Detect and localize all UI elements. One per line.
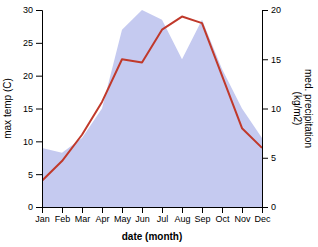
tick-label: 10: [23, 137, 33, 147]
tick-label: 15: [271, 55, 281, 65]
tick-label: 5: [28, 170, 33, 180]
tick: 0: [262, 202, 276, 212]
tick-label: Dec: [254, 214, 271, 224]
tick-mark: [36, 43, 42, 44]
tick-label: Sep: [194, 214, 210, 224]
tick-mark: [122, 207, 123, 213]
tick: Nov: [234, 207, 251, 224]
tick: 15: [262, 55, 281, 65]
tick-mark: [242, 207, 243, 213]
tick-label: May: [114, 214, 132, 224]
tick: May: [114, 207, 132, 224]
tick: 30: [23, 5, 42, 15]
tick-label: Jun: [135, 214, 150, 224]
tick-mark: [36, 76, 42, 77]
tick-mark: [182, 207, 183, 213]
tick-label: 0: [28, 202, 33, 212]
tick: 5: [262, 153, 276, 163]
axis-line: [43, 208, 263, 214]
y2-axis-title: med. precipitation(kg/m2): [292, 69, 315, 148]
tick-label: 25: [23, 38, 33, 48]
tick: 5: [28, 170, 42, 180]
axis-line: [263, 11, 269, 208]
tick: 10: [23, 137, 42, 147]
tick-mark: [36, 109, 42, 110]
tick-mark: [262, 10, 268, 11]
tick-label: 20: [23, 71, 33, 81]
tick-label: 20: [271, 5, 281, 15]
tick: Mar: [75, 207, 91, 224]
tick-mark: [262, 207, 268, 208]
tick: 20: [262, 5, 281, 15]
tick: Jan: [35, 207, 50, 224]
tick-label: Nov: [234, 214, 251, 224]
line: [42, 17, 262, 181]
tick-label: 0: [271, 202, 276, 212]
tick-mark: [162, 207, 163, 213]
tick: 20: [23, 71, 42, 81]
chart-svg: JanFebMarAprMayJunJulAugSepOctNovDec0510…: [0, 0, 318, 247]
tick-mark: [82, 207, 83, 213]
tick-mark: [262, 59, 268, 60]
tick-label: Jul: [157, 214, 169, 224]
area: [42, 10, 262, 207]
tick-mark: [222, 207, 223, 213]
tick-label: 30: [23, 5, 33, 15]
x-axis: Jan Feb Mar Apr MayJun Jul Aug Sep Oct NovDec: [35, 207, 271, 224]
tick-label: Jan: [35, 214, 50, 224]
tick: Jun: [135, 207, 150, 224]
tick: Oct: [215, 207, 230, 224]
tick: 10: [262, 104, 281, 114]
tick: Dec: [254, 207, 271, 224]
tick-mark: [202, 207, 203, 213]
tick-mark: [36, 141, 42, 142]
tick-mark: [36, 10, 42, 11]
tick: 0: [28, 202, 42, 212]
tick-label: 15: [23, 104, 33, 114]
tick-mark: [62, 207, 63, 213]
tick-mark: [102, 207, 103, 213]
x-axis-title: date (month): [122, 231, 183, 242]
tick-mark: [36, 207, 42, 208]
axis-line: [36, 11, 43, 208]
tick-mark: [262, 158, 268, 159]
tick: Apr: [95, 207, 109, 224]
y2-axis-title-line: (kg/m2): [292, 92, 303, 126]
tick: Jul: [157, 207, 169, 224]
tick: 15: [23, 104, 42, 114]
y-axis-title: max temp (C): [2, 78, 13, 139]
tick-label: Mar: [75, 214, 91, 224]
y-axis: 0 5 10 15 20 25 30: [23, 5, 43, 212]
tick-label: Oct: [215, 214, 230, 224]
tick-label: Aug: [174, 214, 190, 224]
chart-container: JanFebMarAprMayJunJulAugSepOctNovDec0510…: [0, 0, 318, 247]
tick-label: 10: [271, 104, 281, 114]
tick: 25: [23, 38, 42, 48]
y2-axis-title-line: med. precipitation: [303, 69, 314, 148]
tick-mark: [142, 207, 143, 213]
tick-mark: [262, 109, 268, 110]
tick-label: 5: [271, 153, 276, 163]
tick-label: Apr: [95, 214, 109, 224]
marks: [42, 10, 262, 207]
y2-axis: 0 5 10 15 20: [262, 5, 281, 212]
tick: Feb: [55, 207, 71, 224]
plot: JanFebMarAprMayJunJulAugSepOctNovDec0510…: [23, 5, 281, 224]
tick: Aug: [174, 207, 190, 224]
tick-mark: [36, 174, 42, 175]
tick-label: Feb: [55, 214, 71, 224]
tick: Sep: [194, 207, 210, 224]
